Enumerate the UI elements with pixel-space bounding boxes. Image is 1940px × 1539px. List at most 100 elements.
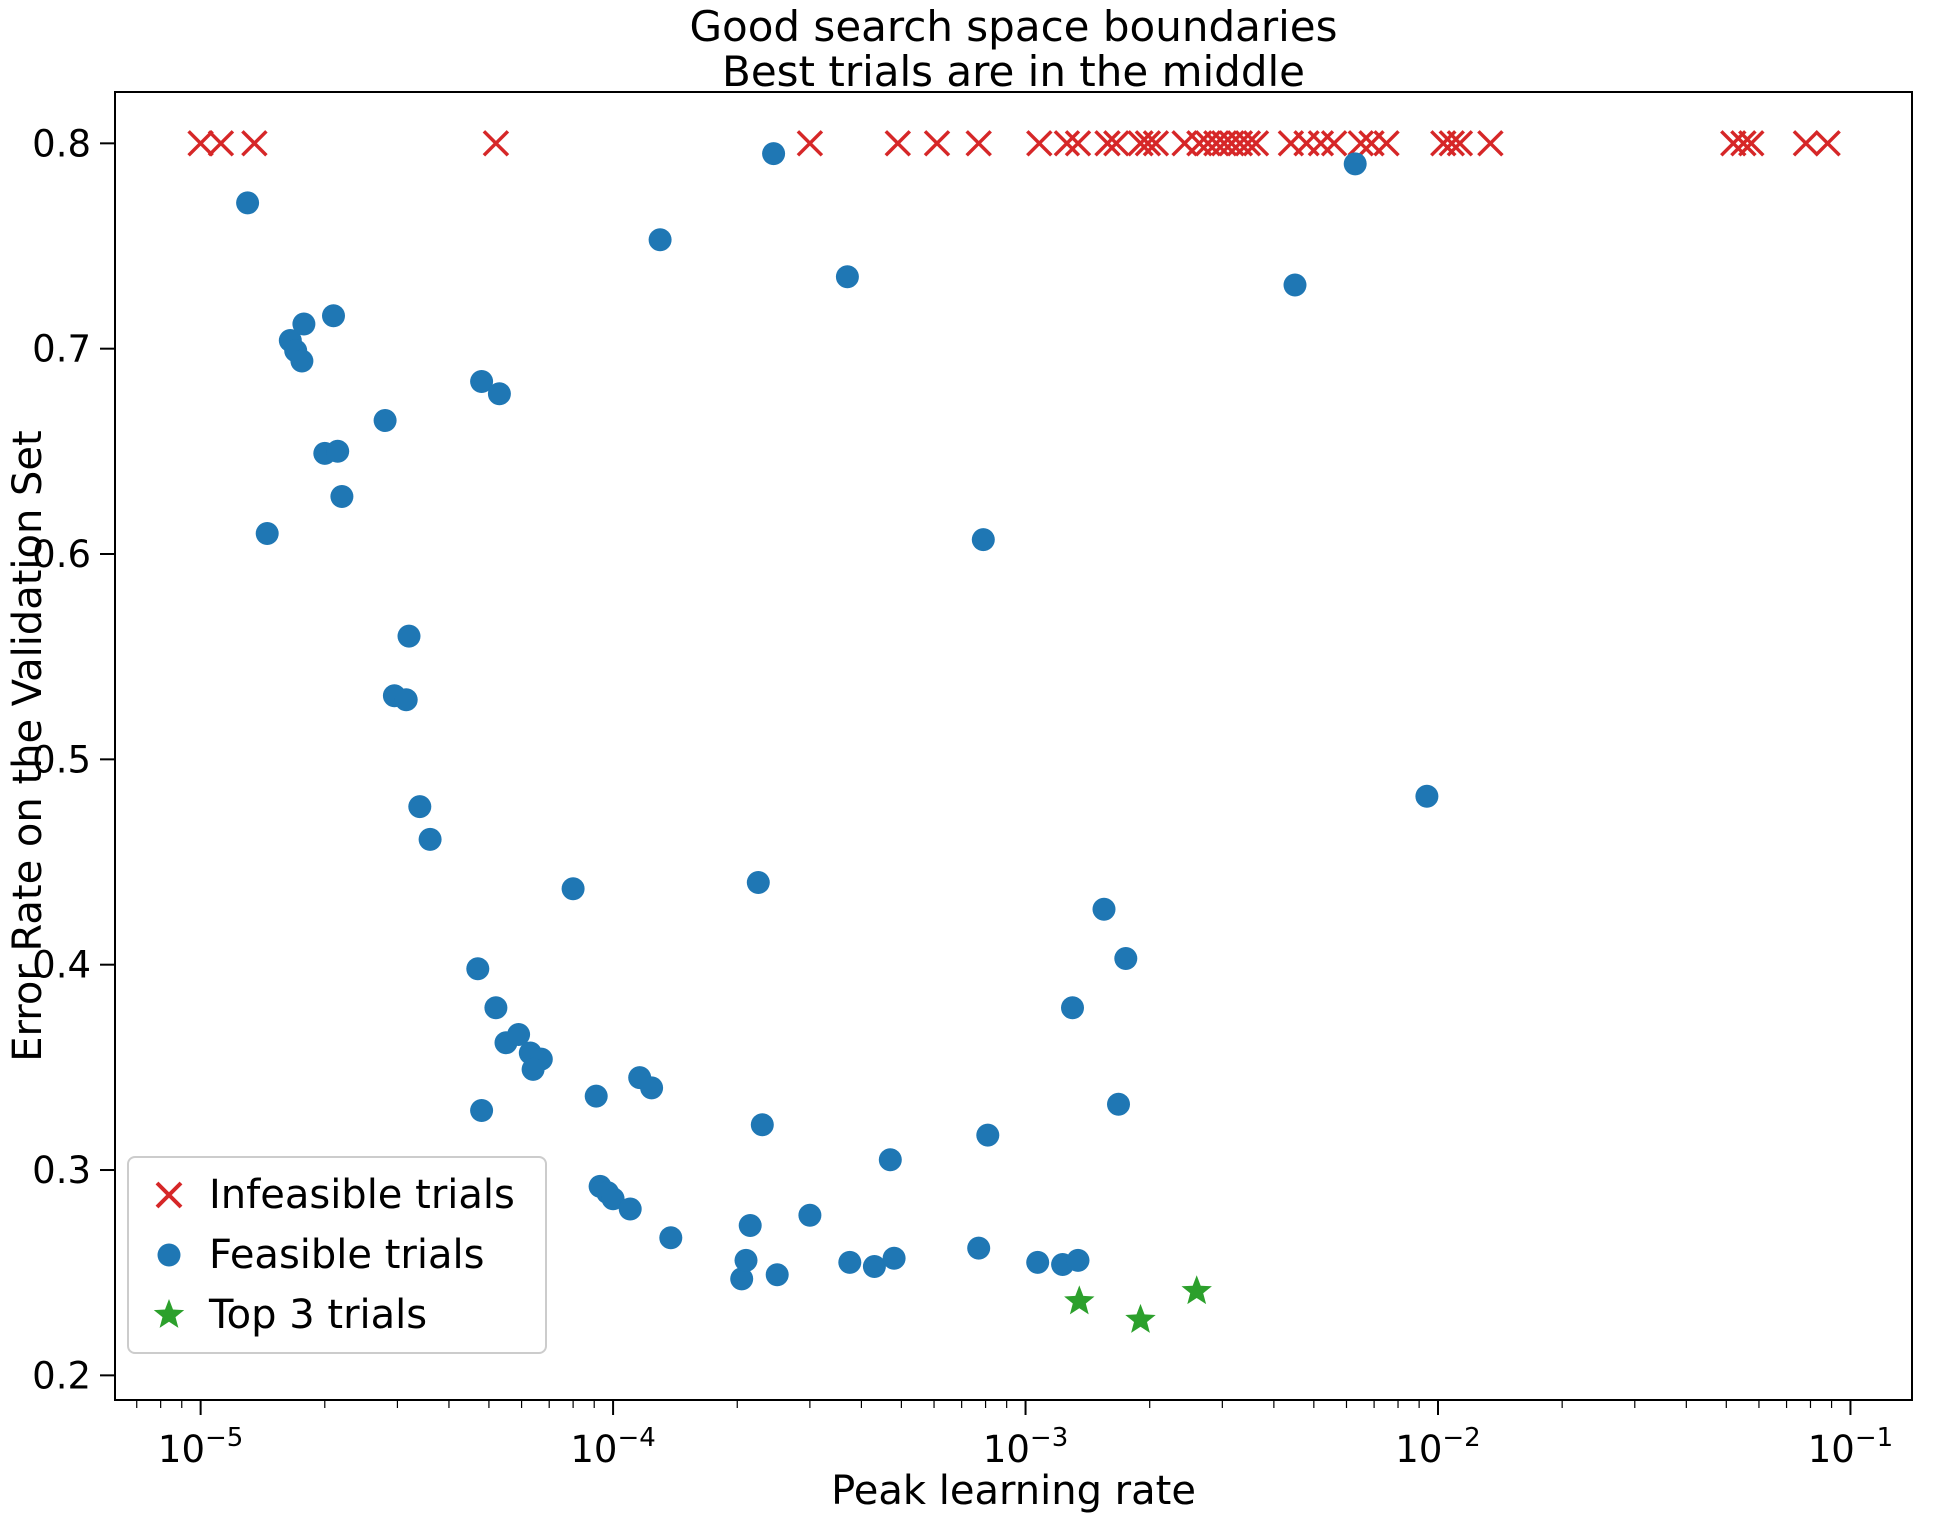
y-tick-label: 0.3 (32, 1149, 91, 1192)
feasible-trial-point (976, 1123, 1000, 1147)
feasible-trial-point (584, 1084, 608, 1108)
feasible-trial-point (648, 228, 672, 252)
circle-marker-icon (157, 1243, 181, 1267)
feasible-trial-point (487, 382, 511, 406)
infeasible-trial-point (965, 130, 992, 157)
chart-title: Good search space boundaries Best trials… (115, 4, 1912, 94)
feasible-trial-point (1114, 947, 1138, 970)
top-trial-point (1181, 1275, 1212, 1305)
feasible-trial-point (618, 1197, 642, 1221)
feasible-trial-point (730, 1267, 754, 1291)
infeasible-trial-point (1814, 130, 1841, 157)
infeasible-trial-point (187, 130, 214, 157)
feasible-trial-point (521, 1057, 545, 1081)
infeasible-trial-point (1738, 130, 1765, 157)
infeasible-trial-point (1792, 130, 1820, 157)
plot-spines (114, 91, 1913, 1401)
feasible-trial-point (1066, 1248, 1090, 1272)
feasible-trial-point (862, 1255, 886, 1278)
feasible-trial-point (561, 877, 585, 901)
legend-label-infeasible: Infeasible trials (209, 1172, 515, 1218)
feasible-trial-point (762, 142, 786, 166)
x-tick-label: 10−2 (1395, 1423, 1480, 1471)
infeasible-trial-point (1477, 130, 1504, 157)
feasible-trial-point (734, 1248, 758, 1272)
chart-title-line-2: Best trials are in the middle (722, 47, 1305, 96)
infeasible-trial-point (1094, 130, 1121, 157)
feasible-trial-point (322, 304, 345, 328)
feasible-trial-point (640, 1076, 664, 1100)
top-trial-point (1125, 1303, 1156, 1333)
star-marker-icon (153, 1299, 185, 1328)
feasible-trial-point (765, 1263, 789, 1287)
feasible-trial-point (1107, 1092, 1130, 1116)
infeasible-trial-point (1103, 130, 1130, 157)
feasible-trial-point (835, 265, 859, 289)
feasible-trial-point (408, 795, 432, 819)
feasible-trial-point (1415, 784, 1439, 808)
x-axis-label: Peak learning rate (831, 1468, 1196, 1514)
infeasible-trial-point (796, 130, 824, 157)
infeasible-trial-point (1320, 130, 1348, 157)
y-tick-label: 0.4 (32, 944, 91, 987)
x-tick-label: 10−3 (983, 1423, 1068, 1471)
y-tick-label: 0.2 (32, 1354, 91, 1397)
infeasible-trial-point (1438, 130, 1466, 157)
feasible-trial-point (746, 871, 770, 894)
feasible-trial-point (798, 1203, 822, 1227)
chart-title-line-1: Good search space boundaries (689, 2, 1338, 51)
feasible-trial-point (878, 1148, 902, 1172)
top-trial-point (1064, 1285, 1095, 1315)
feasible-trial-point (601, 1187, 625, 1211)
infeasible-trial-point (1307, 130, 1335, 157)
y-tick-label: 0.8 (32, 122, 91, 165)
infeasible-trial-point (1446, 130, 1474, 157)
legend-item-top3: Top 3 trials (145, 1292, 515, 1338)
y-tick-label: 0.6 (32, 533, 91, 576)
infeasible-trial-point (241, 130, 268, 157)
legend-item-infeasible: Infeasible trials (145, 1172, 515, 1218)
feasible-trial-point (1061, 996, 1084, 1020)
infeasible-trial-point (207, 130, 235, 157)
infeasible-trial-point (1053, 130, 1081, 157)
feasible-trial-point (373, 409, 397, 432)
feasible-trial-point (1343, 152, 1367, 176)
infeasible-trial-point (1373, 130, 1400, 157)
infeasible-trial-point (1142, 130, 1170, 157)
infeasible-trial-point (482, 130, 510, 157)
legend-item-feasible: Feasible trials (145, 1232, 515, 1278)
feasible-trial-point (738, 1214, 762, 1237)
infeasible-trial-point (1234, 130, 1262, 157)
feasible-trial-point (470, 370, 494, 393)
infeasible-trial-point (1347, 130, 1375, 157)
x-tick-label: 10−4 (570, 1423, 655, 1471)
feasible-trial-point (967, 1236, 991, 1260)
feasible-trial-point (255, 522, 279, 545)
legend: Infeasible trials Feasible trials Top 3 … (127, 1156, 547, 1354)
feasible-trial-point (750, 1113, 774, 1137)
feasible-trial-point (1092, 897, 1116, 921)
infeasible-trial-point (884, 130, 912, 157)
feasible-trial-point (236, 191, 260, 215)
feasible-trial-point (394, 688, 418, 712)
feasible-trial-point (1283, 273, 1307, 297)
feasible-trial-point (971, 528, 995, 552)
feasible-trial-point (1026, 1250, 1050, 1274)
feasible-trial-point (418, 827, 442, 851)
x-marker-icon (155, 1181, 183, 1209)
infeasible-trial-point (1134, 130, 1162, 157)
feasible-trial-point (470, 1099, 494, 1122)
feasible-trial-point (290, 349, 314, 373)
feasible-trial-point (659, 1226, 683, 1250)
infeasible-trial-point (1026, 130, 1053, 157)
legend-label-top3: Top 3 trials (209, 1292, 428, 1338)
infeasible-trial-point (1242, 130, 1270, 157)
feasible-trial-point (292, 312, 316, 336)
feasible-trial-point (507, 1023, 531, 1046)
feasible-trial-point (484, 996, 508, 1020)
feasible-trial-point (838, 1250, 862, 1274)
infeasible-trial-point (1730, 130, 1757, 157)
infeasible-trial-point (1064, 130, 1092, 157)
